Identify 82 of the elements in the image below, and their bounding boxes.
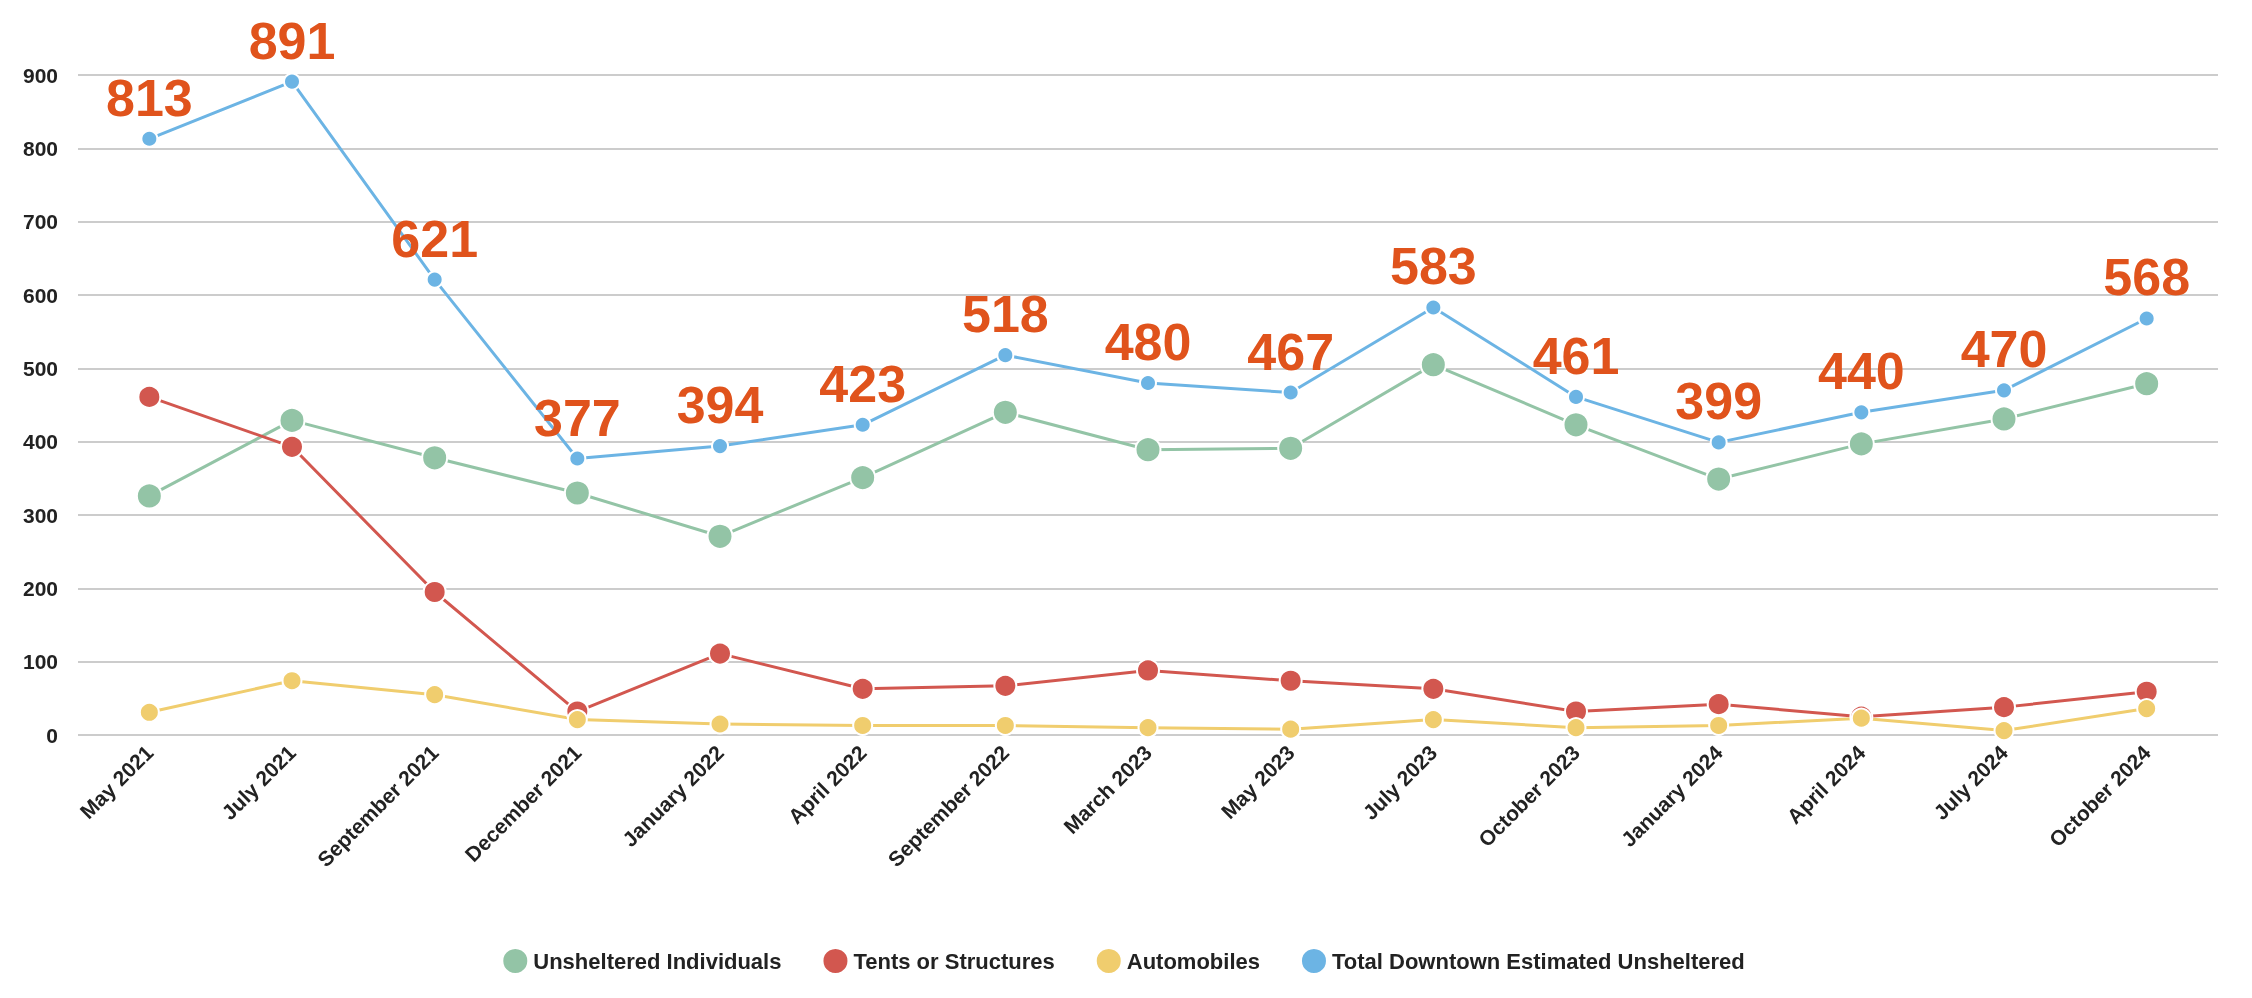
point <box>994 714 1016 736</box>
point <box>566 709 588 731</box>
legend-label: Tents or Structures <box>853 948 1055 974</box>
point <box>2133 370 2161 398</box>
point <box>568 449 587 468</box>
point <box>1422 709 1444 731</box>
point <box>1137 717 1159 739</box>
point <box>140 129 159 148</box>
y-tick-label: 600 <box>22 283 58 307</box>
point <box>421 444 449 472</box>
point <box>283 72 301 91</box>
point <box>1708 714 1730 736</box>
data-label: 518 <box>961 285 1049 344</box>
data-label: 583 <box>1389 237 1477 296</box>
point <box>1990 405 2018 433</box>
data-label: 480 <box>1104 313 1192 371</box>
y-tick-label: 700 <box>22 210 58 234</box>
point <box>1992 695 2016 720</box>
point <box>1709 433 1728 452</box>
point <box>1706 692 1731 717</box>
y-tick-label: 100 <box>22 650 58 674</box>
point <box>993 673 1018 698</box>
point <box>2136 698 2158 720</box>
point <box>996 346 1015 365</box>
data-label: 461 <box>1532 326 1620 385</box>
data-label: 568 <box>2103 248 2191 307</box>
point <box>1421 676 1446 701</box>
point <box>1277 434 1305 462</box>
point <box>1134 436 1162 464</box>
point <box>853 415 872 434</box>
point <box>1995 381 2013 400</box>
point <box>1565 717 1587 739</box>
data-label: 467 <box>1247 322 1335 381</box>
point <box>706 522 734 550</box>
point <box>711 437 729 456</box>
point <box>1562 411 1590 439</box>
y-tick-label: 900 <box>22 63 58 87</box>
point <box>135 482 163 510</box>
point <box>137 384 162 409</box>
point <box>1705 465 1733 493</box>
legend-label: Total Downtown Estimated Unsheltered <box>1331 948 1745 974</box>
point <box>991 398 1019 426</box>
point <box>425 270 444 289</box>
point <box>852 714 874 736</box>
y-tick-label: 200 <box>22 576 58 600</box>
data-label: 470 <box>1960 320 2048 379</box>
point <box>422 580 447 604</box>
point <box>1136 658 1160 683</box>
point <box>709 713 731 735</box>
y-tick-label: 800 <box>22 136 58 160</box>
point <box>849 464 877 492</box>
point <box>1139 374 1157 392</box>
point <box>563 479 591 507</box>
data-label: 394 <box>676 376 764 435</box>
data-label: 423 <box>819 354 907 413</box>
data-label: 891 <box>248 11 336 70</box>
legend-label: Automobiles <box>1126 948 1260 974</box>
point <box>280 434 304 459</box>
y-tick-label: 400 <box>22 430 58 454</box>
point <box>1847 430 1875 458</box>
point <box>1424 298 1443 317</box>
point <box>424 684 446 706</box>
point <box>278 406 306 434</box>
point <box>281 670 303 692</box>
data-label: 399 <box>1675 372 1763 431</box>
point <box>1280 718 1302 740</box>
point <box>2137 309 2156 328</box>
point <box>1278 668 1303 693</box>
data-label: 440 <box>1817 342 1905 401</box>
y-tick-label: 500 <box>22 356 58 380</box>
point <box>1419 351 1447 379</box>
point <box>1993 720 2015 742</box>
data-label: 813 <box>105 68 193 127</box>
point <box>138 701 160 723</box>
point <box>1567 387 1585 406</box>
y-tick-label: 0 <box>46 723 58 747</box>
y-tick-label: 300 <box>22 503 58 527</box>
point <box>850 676 875 701</box>
point <box>708 641 732 666</box>
point <box>1852 403 1871 422</box>
legend-label: Unsheltered Individuals <box>533 948 782 974</box>
point <box>1281 383 1300 402</box>
